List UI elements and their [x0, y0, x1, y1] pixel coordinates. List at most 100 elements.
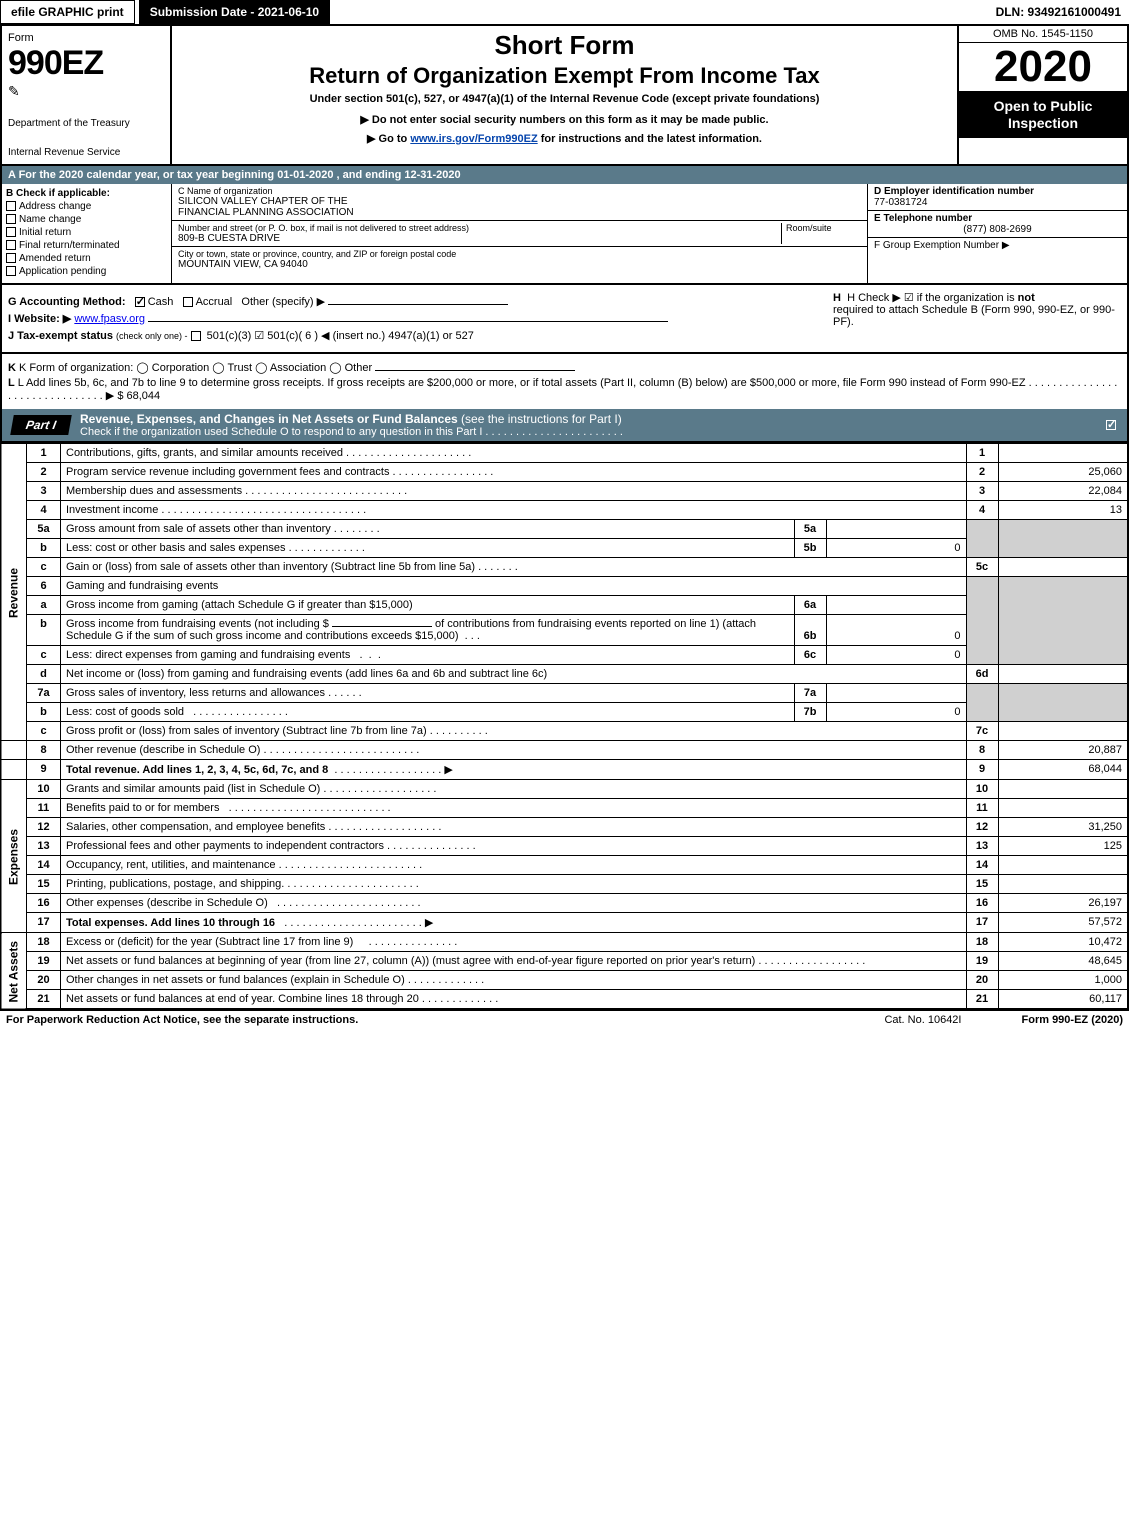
- line-17-num: 17: [27, 913, 61, 933]
- line-7c-val: [998, 722, 1128, 741]
- line-6-desc: Gaming and fundraising events: [61, 577, 967, 596]
- line-20-num: 20: [27, 971, 61, 990]
- phone: (877) 808-2699: [874, 224, 1121, 235]
- line-21-rn: 21: [966, 990, 998, 1010]
- line-7a-num: 7a: [27, 684, 61, 703]
- line-6c-sv: 0: [826, 646, 966, 665]
- irs-link[interactable]: www.irs.gov/Form990EZ: [410, 133, 537, 145]
- b-label: B Check if applicable:: [6, 188, 167, 199]
- shade-5ab-v: [998, 520, 1128, 558]
- line-19-desc: Net assets or fund balances at beginning…: [61, 952, 967, 971]
- line-6d-val: [998, 665, 1128, 684]
- line-7b-sn: 7b: [794, 703, 826, 722]
- line-14-num: 14: [27, 856, 61, 875]
- form-page-ref: Form 990-EZ (2020): [1022, 1014, 1124, 1026]
- line-19-val: 48,645: [998, 952, 1128, 971]
- net-assets-side-label: Net Assets: [1, 933, 27, 1010]
- part-1-schedule-o-checkbox[interactable]: [1106, 419, 1119, 431]
- line-14-val: [998, 856, 1128, 875]
- line-12-desc: Salaries, other compensation, and employ…: [61, 818, 967, 837]
- line-7c-rn: 7c: [966, 722, 998, 741]
- line-6d-num: d: [27, 665, 61, 684]
- k-l-block: K K Form of organization: ◯ Corporation …: [0, 354, 1129, 409]
- chk-application-pending[interactable]: Application pending: [6, 266, 167, 277]
- line-20-val: 1,000: [998, 971, 1128, 990]
- expenses-side-label: Expenses: [1, 780, 27, 933]
- website-link[interactable]: www.fpasv.org: [74, 313, 145, 325]
- room-label: Room/suite: [786, 223, 861, 233]
- under-section: Under section 501(c), 527, or 4947(a)(1)…: [180, 93, 949, 105]
- line-2-desc: Program service revenue including govern…: [61, 463, 967, 482]
- part-1-table: Revenue 1 Contributions, gifts, grants, …: [0, 443, 1129, 1010]
- e-label: E Telephone number: [874, 213, 1121, 224]
- line-14-desc: Occupancy, rent, utilities, and maintena…: [61, 856, 967, 875]
- street-address: 809-B CUESTA DRIVE: [178, 233, 781, 244]
- line-10-desc: Grants and similar amounts paid (list in…: [61, 780, 967, 799]
- shade-6: [966, 577, 998, 665]
- line-1-rn: 1: [966, 444, 998, 463]
- line-6d-rn: 6d: [966, 665, 998, 684]
- goto-pre: ▶ Go to: [367, 133, 410, 145]
- line-10-rn: 10: [966, 780, 998, 799]
- line-4-desc: Investment income . . . . . . . . . . . …: [61, 501, 967, 520]
- line-17-val: 57,572: [998, 913, 1128, 933]
- h-block: H H Check ▶ ☑ if the organization is not…: [827, 285, 1127, 352]
- shade-7: [966, 684, 998, 722]
- form-word: Form: [8, 32, 164, 44]
- form-number-block: Form 990EZ ✎ Department of the Treasury …: [2, 26, 172, 164]
- line-3-rn: 3: [966, 482, 998, 501]
- goto-post: for instructions and the latest informat…: [538, 133, 762, 145]
- org-info-block: B Check if applicable: Address change Na…: [0, 184, 1129, 285]
- section-d-e-f: D Employer identification number 77-0381…: [867, 184, 1127, 283]
- line-5b-num: b: [27, 539, 61, 558]
- line-16-num: 16: [27, 894, 61, 913]
- line-21-val: 60,117: [998, 990, 1128, 1010]
- chk-cash[interactable]: [135, 297, 145, 307]
- line-9-desc: Total revenue. Add lines 1, 2, 3, 4, 5c,…: [61, 760, 967, 780]
- rev-side-cont: [1, 741, 27, 760]
- omb-number: OMB No. 1545-1150: [959, 26, 1127, 43]
- line-10-num: 10: [27, 780, 61, 799]
- line-12-val: 31,250: [998, 818, 1128, 837]
- line-5a-desc: Gross amount from sale of assets other t…: [61, 520, 795, 539]
- ein: 77-0381724: [874, 197, 1121, 208]
- line-8-num: 8: [27, 741, 61, 760]
- line-4-rn: 4: [966, 501, 998, 520]
- efile-button[interactable]: efile GRAPHIC print: [0, 0, 135, 24]
- line-6b-sv: 0: [826, 615, 966, 646]
- line-13-desc: Professional fees and other payments to …: [61, 837, 967, 856]
- k-form-org: K K Form of organization: ◯ Corporation …: [8, 361, 1121, 374]
- line-13-val: 125: [998, 837, 1128, 856]
- line-6a-sn: 6a: [794, 596, 826, 615]
- line-5b-sn: 5b: [794, 539, 826, 558]
- line-6c-sn: 6c: [794, 646, 826, 665]
- city-label: City or town, state or province, country…: [178, 249, 861, 259]
- line-6c-desc: Less: direct expenses from gaming and fu…: [61, 646, 795, 665]
- d-label: D Employer identification number: [874, 186, 1121, 197]
- line-7a-desc: Gross sales of inventory, less returns a…: [61, 684, 795, 703]
- chk-initial-return[interactable]: Initial return: [6, 227, 167, 238]
- ssn-warning: ▶ Do not enter social security numbers o…: [180, 113, 949, 126]
- chk-amended-return[interactable]: Amended return: [6, 253, 167, 264]
- line-21-desc: Net assets or fund balances at end of ye…: [61, 990, 967, 1010]
- line-8-desc: Other revenue (describe in Schedule O) .…: [61, 741, 967, 760]
- line-16-val: 26,197: [998, 894, 1128, 913]
- submission-date-button[interactable]: Submission Date - 2021-06-10: [139, 0, 330, 24]
- chk-final-return[interactable]: Final return/terminated: [6, 240, 167, 251]
- line-18-desc: Excess or (deficit) for the year (Subtra…: [61, 933, 967, 952]
- line-7c-num: c: [27, 722, 61, 741]
- dln-label: DLN: 93492161000491: [988, 1, 1129, 23]
- f-label: F Group Exemption Number ▶: [874, 240, 1121, 251]
- line-7c-desc: Gross profit or (loss) from sales of inv…: [61, 722, 967, 741]
- line-17-rn: 17: [966, 913, 998, 933]
- chk-name-change[interactable]: Name change: [6, 214, 167, 225]
- chk-501c3[interactable]: [191, 331, 201, 341]
- chk-accrual[interactable]: [183, 297, 193, 307]
- chk-address-change[interactable]: Address change: [6, 201, 167, 212]
- org-name-2: FINANCIAL PLANNING ASSOCIATION: [178, 207, 861, 218]
- c-label: C Name of organization: [178, 186, 861, 196]
- line-3-num: 3: [27, 482, 61, 501]
- line-4-num: 4: [27, 501, 61, 520]
- line-6b-num: b: [27, 615, 61, 646]
- open-public-inspection: Open to Public Inspection: [959, 92, 1127, 138]
